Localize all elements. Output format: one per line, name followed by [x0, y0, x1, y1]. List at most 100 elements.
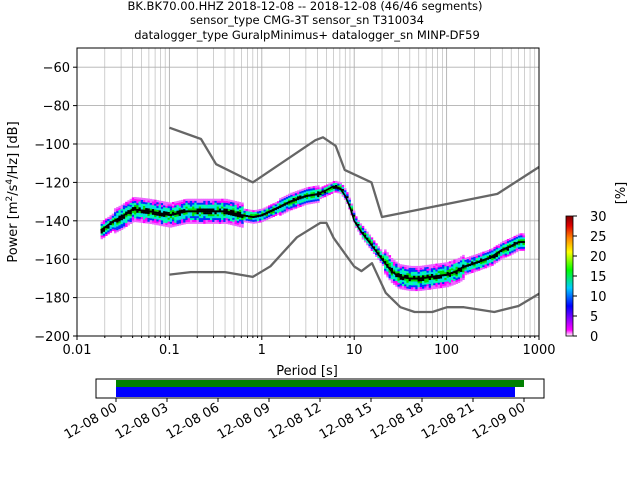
heatmap-cell — [297, 196, 300, 199]
heatmap-cell — [473, 260, 476, 263]
heatmap-cell — [437, 276, 441, 279]
heatmap-cell — [500, 257, 503, 260]
heatmap-cell — [209, 204, 213, 207]
heatmap-cell — [169, 206, 173, 209]
heatmap-cell — [305, 200, 309, 203]
heatmap-cell — [491, 261, 494, 264]
heatmap-cell — [194, 216, 197, 219]
heatmap-cell — [131, 205, 135, 208]
heatmap-cell — [136, 220, 139, 223]
colorbar-tick-label: 30 — [590, 210, 607, 225]
heatmap-cell — [207, 221, 211, 224]
heatmap-cell — [109, 219, 113, 222]
heatmap-cell — [446, 271, 450, 274]
heatmap-cell — [216, 216, 220, 219]
heatmap-cell — [506, 238, 510, 242]
heatmap-cell — [433, 265, 436, 268]
heatmap-cell — [330, 184, 334, 187]
heatmap-cell — [513, 249, 517, 252]
heatmap-cell — [163, 210, 166, 214]
heatmap-cell — [417, 275, 421, 278]
heatmap-cell — [484, 250, 488, 253]
heatmap-cell — [488, 260, 492, 263]
heatmap-cell — [198, 204, 202, 207]
heatmap-cell — [238, 215, 242, 218]
heatmap-cell — [160, 222, 164, 225]
colorbar-tick-label: 0 — [590, 330, 598, 345]
heatmap-cell — [288, 193, 291, 196]
heatmap-cell — [189, 212, 193, 215]
heatmap-cell — [330, 189, 334, 192]
heatmap-cell — [174, 224, 177, 227]
heatmap-cell — [386, 259, 389, 263]
heatmap-cell — [417, 273, 421, 276]
heatmap-cell — [223, 200, 226, 203]
heatmap-cell — [513, 251, 517, 254]
heatmap-cell — [243, 218, 246, 221]
heatmap-cell — [113, 229, 117, 232]
heatmap-cell — [136, 218, 139, 221]
heatmap-cell — [459, 265, 463, 269]
heatmap-cell — [419, 279, 423, 282]
heatmap-cell — [415, 281, 418, 284]
heatmap-cell — [149, 214, 153, 217]
heatmap-cell — [232, 223, 235, 226]
heatmap-cell — [439, 280, 443, 283]
heatmap-cell — [502, 250, 505, 253]
heatmap-cell — [223, 206, 226, 209]
heatmap-cell — [176, 202, 180, 205]
heatmap-cell — [408, 267, 412, 270]
heatmap-cell — [185, 208, 188, 211]
heatmap-cell — [236, 218, 240, 221]
heatmap-cell — [176, 204, 180, 207]
heatmap-cell — [116, 214, 119, 217]
heatmap-cell — [334, 180, 338, 183]
heatmap-cell — [419, 283, 423, 286]
heatmap-cell — [138, 199, 142, 202]
heatmap-cell — [134, 216, 137, 219]
heatmap-cell — [125, 224, 128, 227]
heatmap-cell — [346, 194, 349, 197]
heatmap-cell — [301, 192, 305, 195]
heatmap-cell — [504, 249, 508, 252]
heatmap-cell — [381, 256, 385, 259]
heatmap-cell — [142, 213, 146, 216]
heatmap-cell — [372, 249, 376, 253]
heatmap-cell — [160, 220, 164, 223]
heatmap-cell — [368, 238, 371, 241]
heatmap-cell — [125, 207, 128, 210]
heatmap-cell — [118, 207, 121, 210]
heatmap-cell — [234, 220, 238, 223]
heatmap-cell — [203, 212, 206, 215]
heatmap-cell — [145, 219, 148, 222]
heatmap-cell — [203, 221, 206, 224]
heatmap-cell — [111, 227, 115, 230]
heatmap-cell — [149, 218, 153, 221]
heatmap-cell — [156, 215, 159, 218]
heatmap-cell — [236, 209, 240, 212]
y-tick-label: −200 — [34, 330, 70, 345]
heatmap-cell — [339, 184, 342, 187]
heatmap-cell — [348, 201, 351, 204]
heatmap-cell — [504, 245, 508, 248]
heatmap-cell — [446, 267, 450, 270]
heatmap-cell — [241, 208, 244, 211]
heatmap-cell — [252, 210, 255, 213]
heatmap-cell — [138, 201, 142, 204]
heatmap-cell — [167, 225, 171, 228]
heatmap-cell — [250, 211, 253, 214]
heatmap-cell — [397, 271, 400, 274]
heatmap-cell — [118, 211, 121, 214]
heatmap-cell — [451, 279, 454, 282]
heatmap-cell — [279, 198, 282, 201]
heatmap-cell — [276, 201, 280, 204]
heatmap-cell — [448, 267, 452, 270]
heatmap-cell — [178, 223, 182, 226]
heatmap-cell — [158, 210, 162, 213]
heatmap-cell — [256, 209, 260, 212]
heatmap-cell — [138, 216, 142, 219]
heatmap-cell — [424, 282, 427, 285]
heatmap-cell — [183, 199, 186, 202]
heatmap-cell — [480, 256, 483, 259]
heatmap-cell — [136, 202, 139, 206]
